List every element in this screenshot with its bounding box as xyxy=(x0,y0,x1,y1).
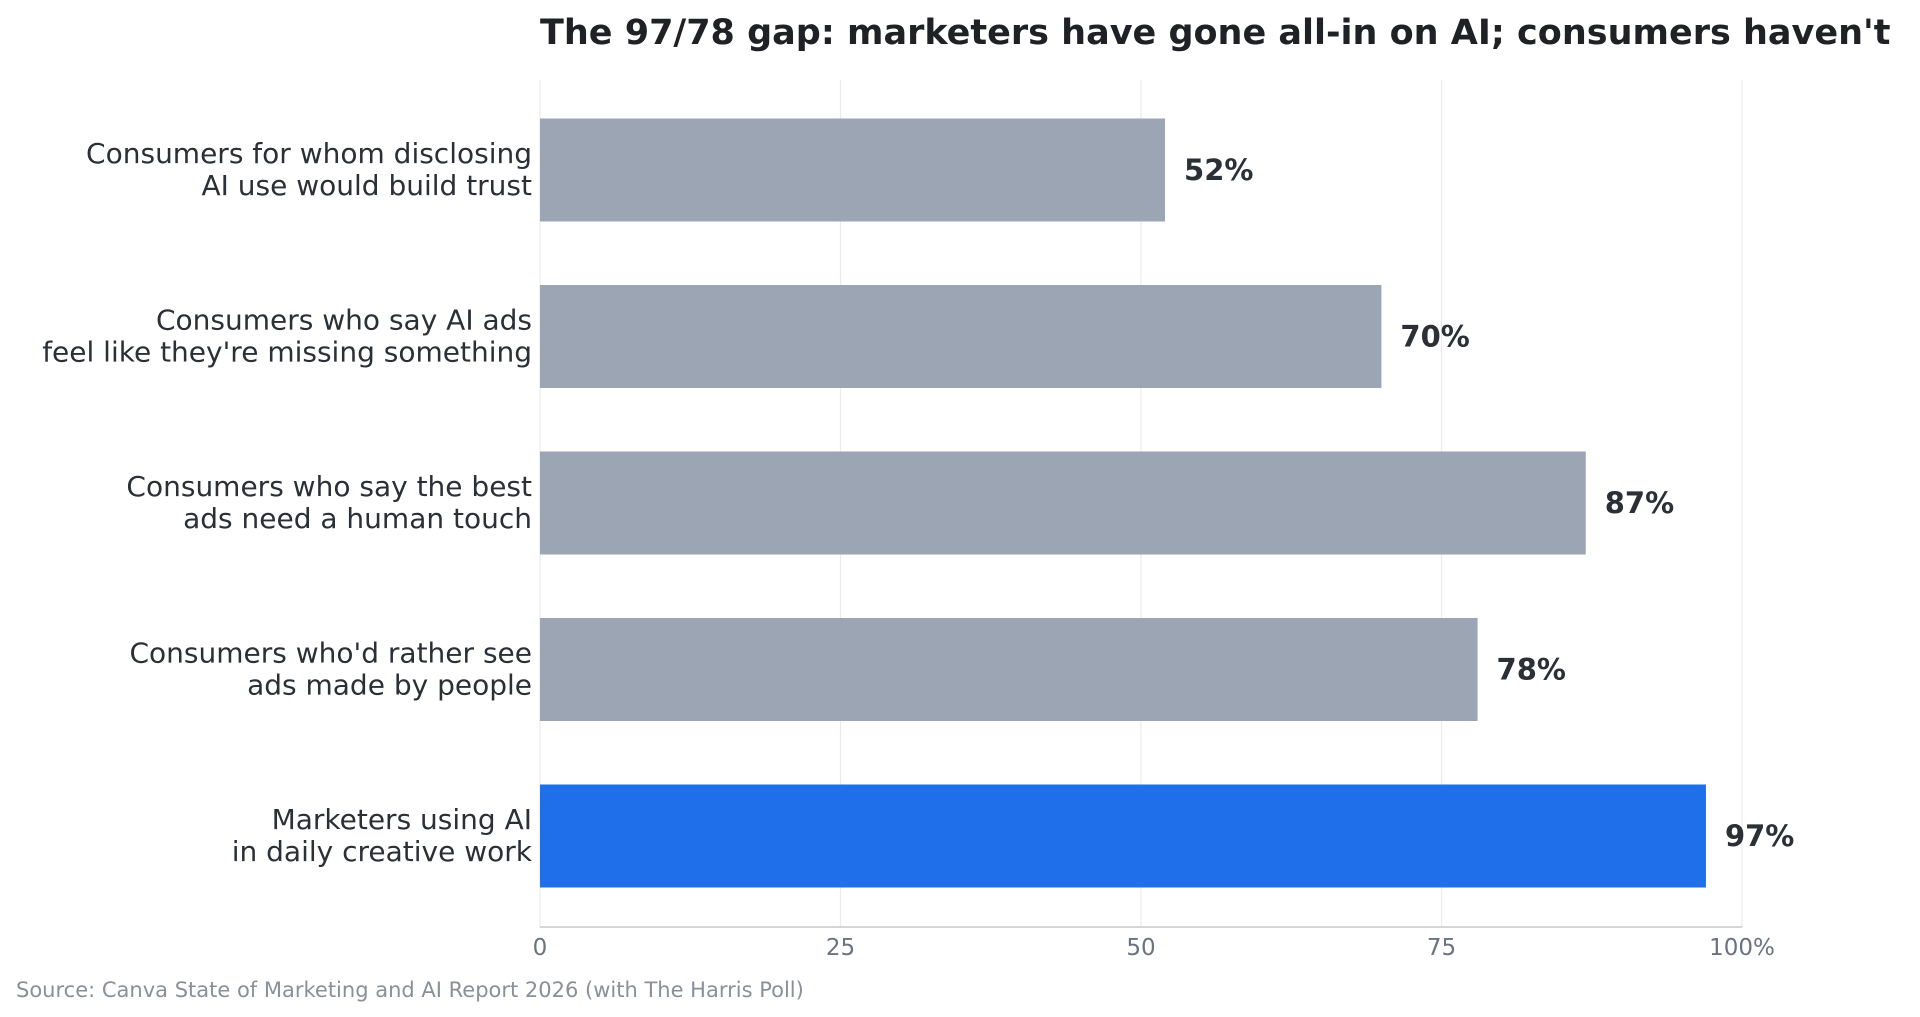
bar-4 xyxy=(540,618,1478,721)
x-tick-label-50: 50 xyxy=(1126,935,1155,961)
chart-title: The 97/78 gap: marketers have gone all-i… xyxy=(540,13,1890,53)
source-note: Source: Canva State of Marketing and AI … xyxy=(16,978,804,1002)
x-tick-label-100: 100% xyxy=(1709,935,1775,961)
category-label-1: Consumers for whom disclosing AI use woul… xyxy=(86,137,532,202)
bar-1 xyxy=(540,118,1166,222)
value-labels: 52% 70% 87% 78% 97% xyxy=(1184,153,1794,853)
value-label-5: 97% xyxy=(1725,819,1794,853)
x-tick-label-75: 75 xyxy=(1427,935,1456,961)
value-label-2: 70% xyxy=(1400,320,1469,354)
value-label-1: 52% xyxy=(1184,153,1253,187)
bar-2 xyxy=(540,285,1382,388)
value-label-3: 87% xyxy=(1605,486,1674,520)
category-label-3: Consumers who say the best ads need a hum… xyxy=(126,470,532,535)
x-tick-label-0: 0 xyxy=(533,935,548,961)
category-label-2: Consumers who say AI ads feel like they'r… xyxy=(42,304,532,369)
x-axis-ticks: 0 25 50 75 100% xyxy=(533,935,1775,961)
value-label-4: 78% xyxy=(1497,653,1566,687)
category-label-4: Consumers who'd rather see ads made by pe… xyxy=(130,637,533,702)
bar-3 xyxy=(540,451,1586,555)
category-labels: Consumers for whom disclosing AI use woul… xyxy=(42,137,533,868)
category-label-5: Marketers using AI in daily creative work xyxy=(232,803,533,868)
bars xyxy=(540,118,1706,888)
x-tick-label-25: 25 xyxy=(826,935,855,961)
bar-5 xyxy=(540,784,1706,888)
